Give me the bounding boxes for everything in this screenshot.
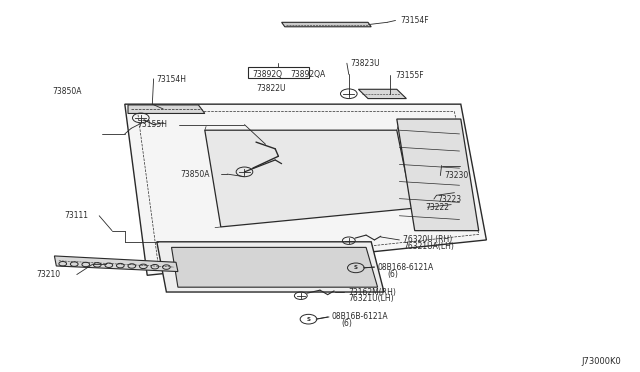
Text: 73223: 73223 — [437, 195, 461, 203]
Text: 73222: 73222 — [426, 203, 450, 212]
Text: 73892Q: 73892Q — [253, 70, 283, 79]
Text: 73154H: 73154H — [157, 76, 187, 84]
Text: 73230: 73230 — [445, 171, 469, 180]
Text: 73154F: 73154F — [400, 16, 429, 25]
Polygon shape — [54, 256, 178, 272]
Text: S: S — [354, 265, 358, 270]
Text: (6): (6) — [388, 270, 399, 279]
Bar — [248, 67, 309, 78]
Text: 73155F: 73155F — [396, 71, 424, 80]
Text: 73822U: 73822U — [256, 84, 285, 93]
Text: 08B168-6121A: 08B168-6121A — [378, 263, 434, 272]
Text: 73892QA: 73892QA — [290, 70, 325, 79]
Text: 73823U: 73823U — [351, 59, 380, 68]
Polygon shape — [172, 247, 378, 287]
Polygon shape — [128, 105, 205, 113]
Text: (6): (6) — [342, 319, 353, 328]
Text: 76320U (RH): 76320U (RH) — [403, 235, 452, 244]
Text: J73000K0: J73000K0 — [581, 357, 621, 366]
Text: 76321U(LH): 76321U(LH) — [349, 294, 394, 303]
Text: S: S — [307, 317, 310, 322]
Polygon shape — [358, 89, 406, 99]
Polygon shape — [125, 104, 486, 275]
Text: 73162M(RH): 73162M(RH) — [349, 288, 397, 296]
Polygon shape — [205, 130, 413, 227]
Polygon shape — [397, 119, 479, 231]
Text: 73111: 73111 — [64, 211, 88, 220]
Text: 73850A: 73850A — [180, 170, 210, 179]
Text: 73210: 73210 — [36, 270, 60, 279]
Text: 76321UA(LH): 76321UA(LH) — [403, 242, 454, 251]
Text: 73155H: 73155H — [138, 120, 168, 129]
Polygon shape — [282, 22, 371, 27]
Polygon shape — [157, 242, 384, 292]
Text: 08B16B-6121A: 08B16B-6121A — [332, 312, 388, 321]
Text: 73850A: 73850A — [52, 87, 82, 96]
